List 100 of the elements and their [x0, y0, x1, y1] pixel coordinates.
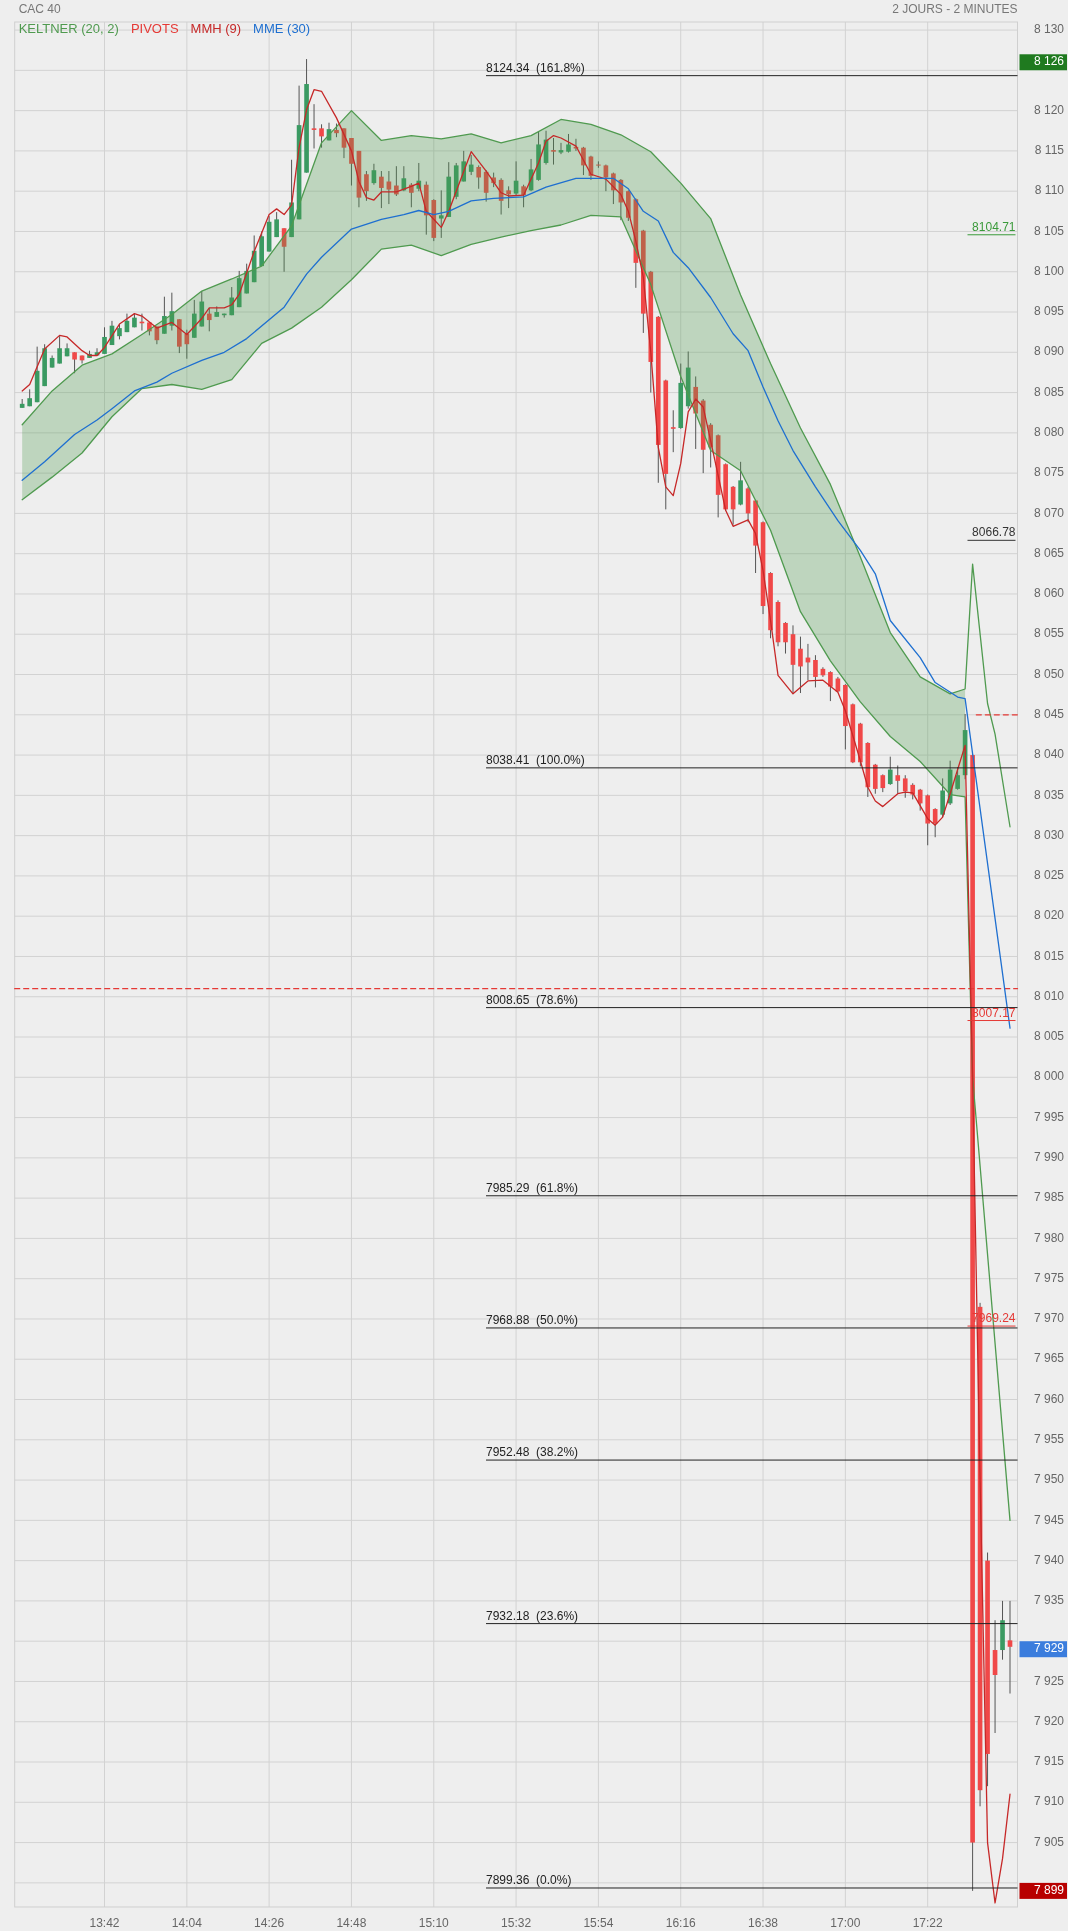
y-tick-label: 8 110 — [1034, 183, 1065, 198]
candlestick — [798, 636, 803, 694]
y-tick-label: 7 955 — [1033, 1431, 1065, 1446]
ref-line-label: 7952.48 (38.2%) — [486, 1445, 579, 1460]
x-tick-label: 16:38 — [748, 1916, 779, 1931]
x-tick-label: 14:48 — [336, 1916, 367, 1931]
y-tick-label: 8 015 — [1033, 948, 1065, 963]
candlestick — [319, 123, 324, 149]
y-tick-label: 7 915 — [1033, 1754, 1065, 1769]
y-tick-label: 8 065 — [1033, 545, 1065, 560]
y-tick-label: 8 115 — [1034, 143, 1065, 158]
annotation: 8066.78 — [972, 525, 1016, 540]
x-tick-label: 14:04 — [171, 1916, 203, 1931]
x-tick-label: 17:22 — [912, 1916, 944, 1931]
y-tick-label: 8 010 — [1033, 988, 1065, 1003]
candlestick — [551, 137, 556, 166]
x-tick-label: 13:42 — [89, 1916, 120, 1931]
candlestick — [274, 211, 279, 238]
x-tick-label: 17:00 — [830, 1916, 861, 1931]
y-tick-label: 8 100 — [1033, 263, 1065, 278]
candlestick — [558, 142, 564, 155]
ref-line-label: 7985.29 (61.8%) — [486, 1180, 579, 1195]
y-tick-label: 7 905 — [1033, 1834, 1065, 1849]
y-tick-label: 7 920 — [1033, 1713, 1065, 1728]
y-tick-label: 8 105 — [1033, 223, 1065, 238]
candlestick — [206, 307, 212, 332]
y-tick-label: 7 985 — [1033, 1190, 1065, 1205]
text: 8 126 — [1033, 54, 1065, 69]
x-tick-label: 15:32 — [501, 1916, 532, 1931]
ref-line-label: 8124.34 (161.8%) — [486, 60, 585, 75]
y-tick-label: 8 030 — [1033, 827, 1065, 842]
candlestick — [506, 185, 511, 209]
chart-subtitle: 2 JOURS - 2 MINUTES — [892, 2, 1018, 17]
y-tick-label: 8 060 — [1033, 586, 1065, 601]
ref-line-label: 8038.41 (100.0%) — [486, 752, 585, 767]
ref-line-label: 7899.36 (0.0%) — [486, 1872, 572, 1887]
y-tick-label: 8 000 — [1033, 1069, 1065, 1084]
ref-line-label: 8008.65 (78.6%) — [486, 992, 579, 1007]
y-tick-label: 7 975 — [1033, 1270, 1065, 1285]
chart-title: CAC 40 — [18, 2, 62, 17]
y-tick-label: 7 970 — [1033, 1311, 1065, 1326]
x-tick-label: 15:54 — [583, 1916, 614, 1931]
candlestick — [379, 170, 384, 209]
candlestick — [476, 164, 482, 190]
y-tick-label: 7 940 — [1033, 1552, 1065, 1567]
candlestick — [364, 170, 369, 202]
y-tick-label: 8 090 — [1033, 344, 1065, 359]
candlestick — [813, 654, 818, 688]
candlestick — [902, 774, 908, 799]
candlestick — [311, 103, 317, 149]
y-tick-label: 7 935 — [1033, 1593, 1065, 1608]
text: 7 899 — [1033, 1883, 1065, 1898]
candlestick — [438, 189, 444, 239]
y-tick-label: 8 075 — [1033, 465, 1065, 480]
text: 7 929 — [1033, 1641, 1065, 1656]
candlestick — [670, 409, 676, 453]
candlestick — [887, 756, 893, 786]
y-tick-label: 8 040 — [1033, 747, 1065, 762]
y-tick-label: 8 085 — [1033, 384, 1065, 399]
y-tick-label: 8 045 — [1033, 706, 1065, 721]
x-tick-label: 14:26 — [254, 1916, 285, 1931]
text: MMH (9) — [190, 21, 242, 37]
ref-line-label: 7932.18 (23.6%) — [486, 1608, 579, 1623]
x-tick-label: 15:10 — [418, 1916, 450, 1931]
candlestick — [783, 621, 788, 655]
candlestick — [468, 154, 474, 176]
candlestick — [229, 286, 235, 316]
y-tick-label: 7 950 — [1033, 1472, 1065, 1487]
y-tick-label: 7 910 — [1033, 1794, 1065, 1809]
y-tick-label: 8 070 — [1033, 505, 1065, 520]
y-tick-label: 7 965 — [1033, 1351, 1065, 1366]
y-tick-label: 7 995 — [1033, 1109, 1065, 1124]
text: KELTNER (20, 2) — [18, 21, 119, 37]
y-tick-label: 7 945 — [1033, 1512, 1065, 1527]
candlestick — [828, 670, 833, 702]
ref-line-label: 7968.88 (50.0%) — [486, 1312, 579, 1327]
candlestick — [895, 765, 901, 795]
candlestick — [57, 335, 62, 365]
y-tick-label: 8 025 — [1033, 868, 1065, 883]
y-tick-label: 8 130 — [1033, 22, 1065, 37]
candlestick — [1007, 1600, 1013, 1695]
y-tick-label: 8 080 — [1033, 425, 1065, 440]
annotation: 8104.71 — [972, 219, 1016, 234]
y-tick-label: 8 035 — [1033, 787, 1065, 802]
y-tick-label: 8 120 — [1033, 102, 1065, 117]
y-tick-label: 8 020 — [1033, 908, 1065, 923]
candlestick — [917, 788, 923, 812]
y-tick-label: 7 925 — [1033, 1673, 1065, 1688]
text: MME (30) — [253, 21, 311, 37]
x-tick-label: 16:16 — [665, 1916, 697, 1931]
text: PIVOTS — [130, 21, 179, 37]
y-tick-label: 8 055 — [1033, 626, 1065, 641]
y-tick-label: 8 050 — [1033, 666, 1065, 681]
candlestick — [596, 160, 601, 169]
candlestick — [102, 326, 107, 355]
y-tick-label: 7 980 — [1033, 1230, 1065, 1245]
y-tick-label: 7 960 — [1033, 1391, 1065, 1406]
candlestick — [566, 133, 571, 153]
y-tick-label: 8 095 — [1033, 304, 1065, 319]
y-tick-label: 7 990 — [1033, 1150, 1065, 1165]
